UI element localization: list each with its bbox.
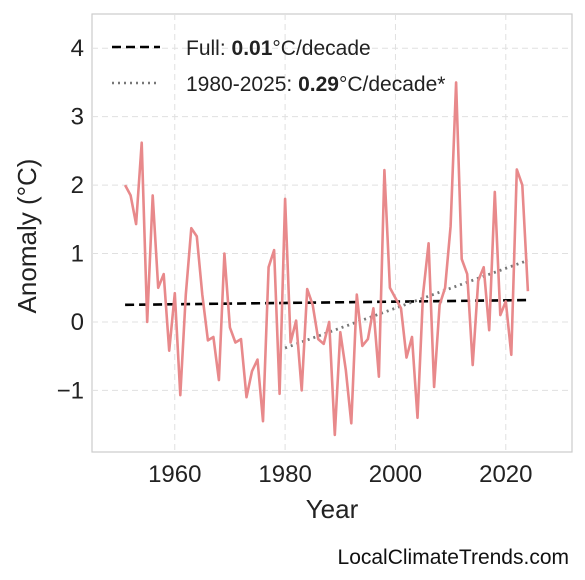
- legend-full-label: Full: 0.01°C/decade: [186, 37, 371, 60]
- x-tick-labels: 1960 1980 2000 2020: [148, 461, 532, 488]
- y-tick-label: 1: [71, 241, 84, 268]
- legend-recent-prefix: 1980-2025:: [186, 73, 298, 96]
- x-tick-label: 2020: [479, 461, 532, 488]
- legend-full-prefix: Full:: [186, 37, 232, 60]
- y-tick-label: 3: [71, 104, 84, 131]
- full-trend-line: [125, 298, 528, 307]
- watermark: LocalClimateTrends.com: [337, 546, 569, 569]
- y-axis-label: Anomaly (°C): [12, 159, 42, 314]
- x-tick-label: 1980: [258, 461, 311, 488]
- y-tick-labels: −1 0 1 2 3 4: [57, 35, 84, 404]
- x-tick-label: 1960: [148, 461, 201, 488]
- x-tick-label: 2000: [369, 461, 422, 488]
- y-tick-label: 0: [71, 309, 84, 336]
- legend-full-unit: °C/decade: [272, 37, 370, 60]
- anomaly-series-line: [123, 81, 530, 437]
- y-tick-label: −1: [57, 377, 84, 404]
- legend-recent-rate: 0.29: [298, 73, 339, 96]
- legend-full-rate: 0.01: [232, 37, 273, 60]
- y-tick-label: 4: [71, 35, 84, 62]
- legend-recent-unit: °C/decade*: [339, 73, 445, 96]
- legend-recent-label: 1980-2025: 0.29°C/decade*: [186, 73, 445, 96]
- y-tick-label: 2: [71, 172, 84, 199]
- x-axis-label: Year: [306, 494, 359, 524]
- legend: Full: 0.01°C/decade 1980-2025: 0.29°C/de…: [112, 37, 445, 96]
